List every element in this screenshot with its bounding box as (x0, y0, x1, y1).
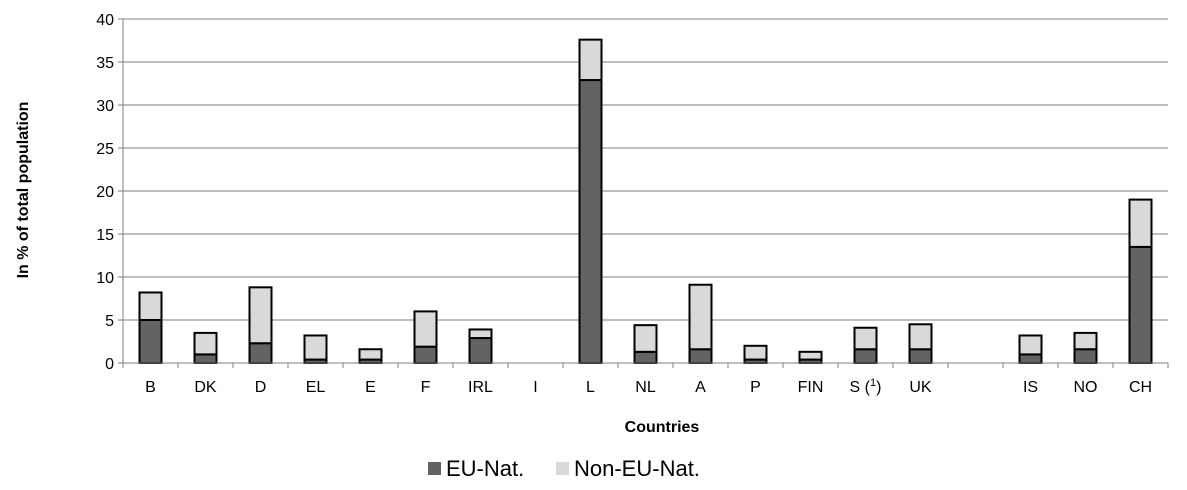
bar-eu-nat (1128, 245, 1153, 364)
x-axis-title: Countries (625, 419, 700, 436)
x-tick-label: E (365, 379, 376, 396)
bar-eu-nat (138, 319, 163, 364)
bar-non-eu-nat (743, 344, 768, 361)
y-tick-label: 0 (105, 356, 114, 373)
bar-non-eu-nat (578, 38, 603, 82)
x-tick-label: FIN (798, 379, 824, 396)
y-tick-labels: 0 5 10 15 20 25 30 35 40 (96, 12, 114, 373)
legend-label-non-eu-nat: Non-EU-Nat. (574, 456, 700, 481)
bar-eu-nat (853, 348, 878, 364)
y-tick-label: 20 (96, 184, 114, 201)
x-tick-label: B (145, 379, 156, 396)
x-tick-labels: B DK D EL E F IRL I L NL A P FIN S (1) UK IS NO CH (145, 377, 1152, 396)
axes (122, 19, 1169, 368)
bar-non-eu-nat (853, 326, 878, 351)
bar-eu-nat (468, 337, 493, 364)
bar-eu-nat (248, 342, 273, 365)
bar-non-eu-nat (468, 328, 493, 340)
bar-non-eu-nat (248, 286, 273, 345)
x-tick-label: DK (194, 379, 217, 396)
bar-eu-nat (578, 79, 603, 364)
y-tick-label: 5 (105, 313, 114, 330)
x-tick-label: D (255, 379, 267, 396)
bar-eu-nat (633, 350, 658, 365)
legend-label-eu-nat: EU-Nat. (446, 456, 524, 481)
legend: EU-Nat. Non-EU-Nat. (428, 456, 700, 481)
y-tick-label: 35 (96, 55, 114, 72)
x-tick-label: P (750, 379, 761, 396)
x-tick-label: F (421, 379, 431, 396)
bar-non-eu-nat (1128, 198, 1153, 248)
x-tick-label: I (533, 379, 537, 396)
x-tick-label: NO (1074, 379, 1098, 396)
grid-lines (118, 18, 1168, 364)
bar-non-eu-nat (798, 350, 823, 361)
x-tick-label: S (1) (850, 377, 882, 396)
bar-non-eu-nat (1073, 331, 1098, 351)
bar-non-eu-nat (358, 348, 383, 361)
x-tick-label: UK (909, 379, 932, 396)
bar-eu-nat (1018, 353, 1043, 364)
bar-non-eu-nat (908, 323, 933, 351)
legend-swatch-non-eu-nat (556, 462, 569, 475)
legend-swatch-eu-nat (428, 462, 441, 475)
bar-eu-nat (688, 348, 713, 364)
bar-eu-nat (1073, 348, 1098, 364)
bars (138, 38, 1153, 365)
bar-non-eu-nat (193, 331, 218, 356)
x-tick-label: A (695, 379, 706, 396)
y-tick-label: 25 (96, 141, 114, 158)
bar-non-eu-nat (633, 324, 658, 353)
x-tick-label: IS (1023, 379, 1038, 396)
y-tick-label: 10 (96, 270, 114, 287)
y-tick-label: 40 (96, 12, 114, 29)
bar-non-eu-nat (413, 310, 438, 348)
y-axis-title: In % of total population (15, 102, 32, 279)
x-tick-label: EL (306, 379, 326, 396)
bar-non-eu-nat (1018, 334, 1043, 356)
bar-non-eu-nat (138, 291, 163, 322)
bar-eu-nat (413, 345, 438, 365)
x-tick-label: NL (635, 379, 656, 396)
bar-eu-nat (908, 348, 933, 364)
bar-eu-nat (193, 353, 218, 364)
y-tick-label: 30 (96, 98, 114, 115)
x-tick-label: IRL (468, 379, 493, 396)
bar-non-eu-nat (303, 334, 328, 361)
x-tick-label: L (586, 379, 595, 396)
bar-non-eu-nat (688, 283, 713, 351)
y-tick-label: 15 (96, 227, 114, 244)
x-tick-label: CH (1129, 379, 1152, 396)
